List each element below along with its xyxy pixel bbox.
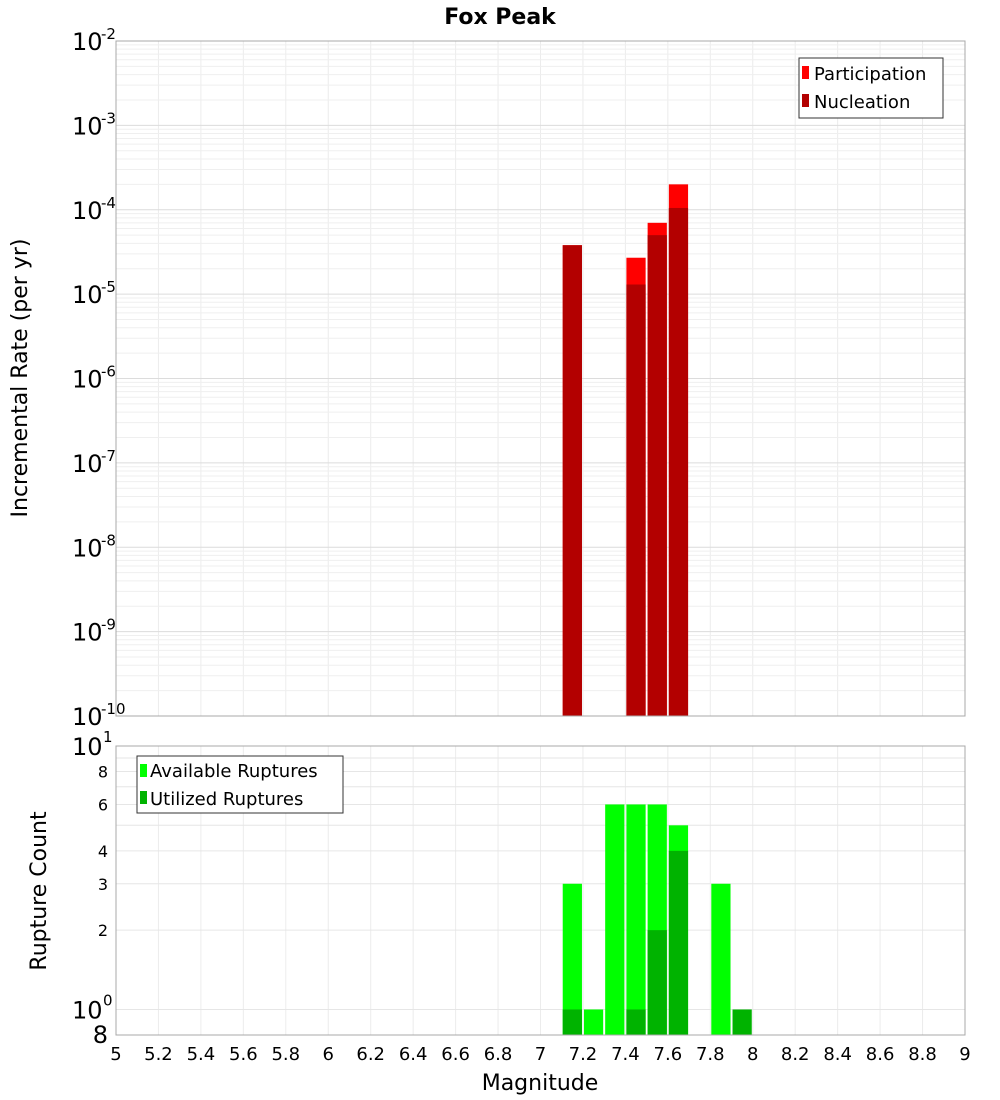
bottom-y-tick-label: 8 bbox=[98, 763, 108, 782]
x-tick-label: 5.2 bbox=[144, 1044, 173, 1065]
top-legend: Participation Nucleation bbox=[798, 57, 944, 119]
bottom-legend: Available Ruptures Utilized Ruptures bbox=[136, 755, 344, 814]
bar-nucleation bbox=[562, 245, 582, 717]
bottom-y-tick-label: 2 bbox=[98, 921, 108, 940]
x-axis-title: Magnitude bbox=[482, 1071, 599, 1096]
x-tick-label: 6 bbox=[323, 1044, 334, 1065]
top-y-tick-exponent: -2 bbox=[101, 25, 116, 43]
bar-utilized-ruptures bbox=[626, 1009, 646, 1035]
bar-available-ruptures bbox=[605, 804, 625, 1035]
bottom-y-tick-exponent: 1 bbox=[103, 728, 113, 746]
top-y-tick-exponent: -3 bbox=[101, 109, 116, 127]
bottom-y-tick-label: 10 bbox=[72, 733, 103, 761]
x-tick-label: 8.6 bbox=[866, 1044, 895, 1065]
top-y-tick-exponent: -5 bbox=[101, 278, 116, 296]
x-tick-label: 5 bbox=[110, 1044, 121, 1065]
top-y-axis-title: Incremental Rate (per yr) bbox=[8, 239, 33, 518]
x-tick-label: 7 bbox=[535, 1044, 546, 1065]
top-legend-box bbox=[798, 57, 944, 119]
top-y-tick-label: 10 bbox=[72, 534, 103, 562]
top-plot-frame bbox=[115, 40, 966, 717]
top-y-tick-exponent: -10 bbox=[101, 700, 126, 718]
x-tick-label: 6.4 bbox=[399, 1044, 428, 1065]
x-tick-label: 6.6 bbox=[441, 1044, 470, 1065]
bottom-y-tick-label: 8 bbox=[93, 1021, 108, 1049]
top-grid bbox=[115, 41, 966, 717]
bottom-y-tick-label: 3 bbox=[98, 875, 108, 894]
top-y-tick-label: 10 bbox=[72, 281, 103, 309]
x-tick-label: 8 bbox=[747, 1044, 758, 1065]
x-tick-label: 7.6 bbox=[654, 1044, 683, 1065]
x-tick-label: 5.6 bbox=[229, 1044, 258, 1065]
bar-available-ruptures bbox=[711, 883, 731, 1035]
bottom-y-tick-label: 10 bbox=[72, 996, 103, 1024]
legend-label-participation: Participation bbox=[814, 64, 926, 85]
bar-available-ruptures bbox=[583, 1009, 604, 1035]
legend-label-nucleation: Nucleation bbox=[814, 92, 910, 113]
x-tick-label: 9 bbox=[959, 1044, 970, 1065]
bottom-bars bbox=[562, 804, 752, 1035]
x-tick-label: 5.8 bbox=[271, 1044, 300, 1065]
bar-available-ruptures bbox=[626, 804, 646, 1035]
legend-swatch-utilized bbox=[140, 791, 147, 804]
bottom-y-tick-exponent: 0 bbox=[103, 991, 113, 1009]
x-tick-label: 6.8 bbox=[484, 1044, 513, 1065]
bar-utilized-ruptures bbox=[562, 1009, 582, 1035]
top-bars bbox=[562, 184, 689, 717]
top-y-tick-exponent: -8 bbox=[101, 531, 116, 549]
bar-nucleation bbox=[647, 235, 667, 716]
top-y-tick-exponent: -7 bbox=[101, 447, 116, 465]
legend-swatch-available bbox=[140, 764, 147, 777]
legend-label-available: Available Ruptures bbox=[150, 761, 318, 782]
top-y-tick-label: 10 bbox=[72, 366, 103, 394]
bar-nucleation bbox=[668, 207, 689, 716]
x-tick-label: 7.4 bbox=[611, 1044, 640, 1065]
x-tick-label: 5.4 bbox=[187, 1044, 216, 1065]
bar-available-ruptures bbox=[562, 883, 582, 1035]
legend-label-utilized: Utilized Ruptures bbox=[150, 789, 303, 810]
x-tick-label: 8.2 bbox=[781, 1044, 810, 1065]
x-tick-label: 7.2 bbox=[569, 1044, 598, 1065]
bottom-y-tick-label: 6 bbox=[98, 795, 108, 814]
top-y-tick-label: 10 bbox=[72, 197, 103, 225]
x-tick-label: 7.8 bbox=[696, 1044, 725, 1065]
top-y-tick-exponent: -4 bbox=[101, 194, 116, 212]
bottom-legend-box bbox=[136, 755, 344, 814]
x-tick-label: 6.2 bbox=[356, 1044, 385, 1065]
top-y-tick-exponent: -6 bbox=[101, 363, 116, 381]
x-tick-label: 8.4 bbox=[823, 1044, 852, 1065]
top-y-tick-label: 10 bbox=[72, 450, 103, 478]
top-y-tick-exponent: -9 bbox=[101, 616, 116, 634]
top-y-tick-label: 10 bbox=[72, 619, 103, 647]
bar-utilized-ruptures bbox=[732, 1009, 752, 1035]
chart-title: Fox Peak bbox=[444, 5, 557, 30]
top-y-tick-label: 10 bbox=[72, 112, 103, 140]
bottom-y-axis-title: Rupture Count bbox=[27, 811, 52, 971]
bottom-y-tick-label: 4 bbox=[98, 842, 108, 861]
legend-swatch-participation bbox=[802, 66, 809, 79]
bar-nucleation bbox=[626, 284, 646, 716]
bar-utilized-ruptures bbox=[668, 850, 689, 1035]
x-tick-label: 8.8 bbox=[908, 1044, 937, 1065]
legend-swatch-nucleation bbox=[802, 94, 809, 107]
x-tick-labels: 5 5.2 5.4 5.6 5.8 6 6.2 6.4 6.6 6.8 7 7.2 7.4 7.6 7.8 8… bbox=[110, 1044, 970, 1065]
top-y-tick-label: 10 bbox=[72, 703, 103, 731]
top-y-tick-label: 10 bbox=[72, 28, 103, 56]
bottom-plot-frame bbox=[115, 745, 966, 1036]
bar-utilized-ruptures bbox=[647, 930, 667, 1035]
